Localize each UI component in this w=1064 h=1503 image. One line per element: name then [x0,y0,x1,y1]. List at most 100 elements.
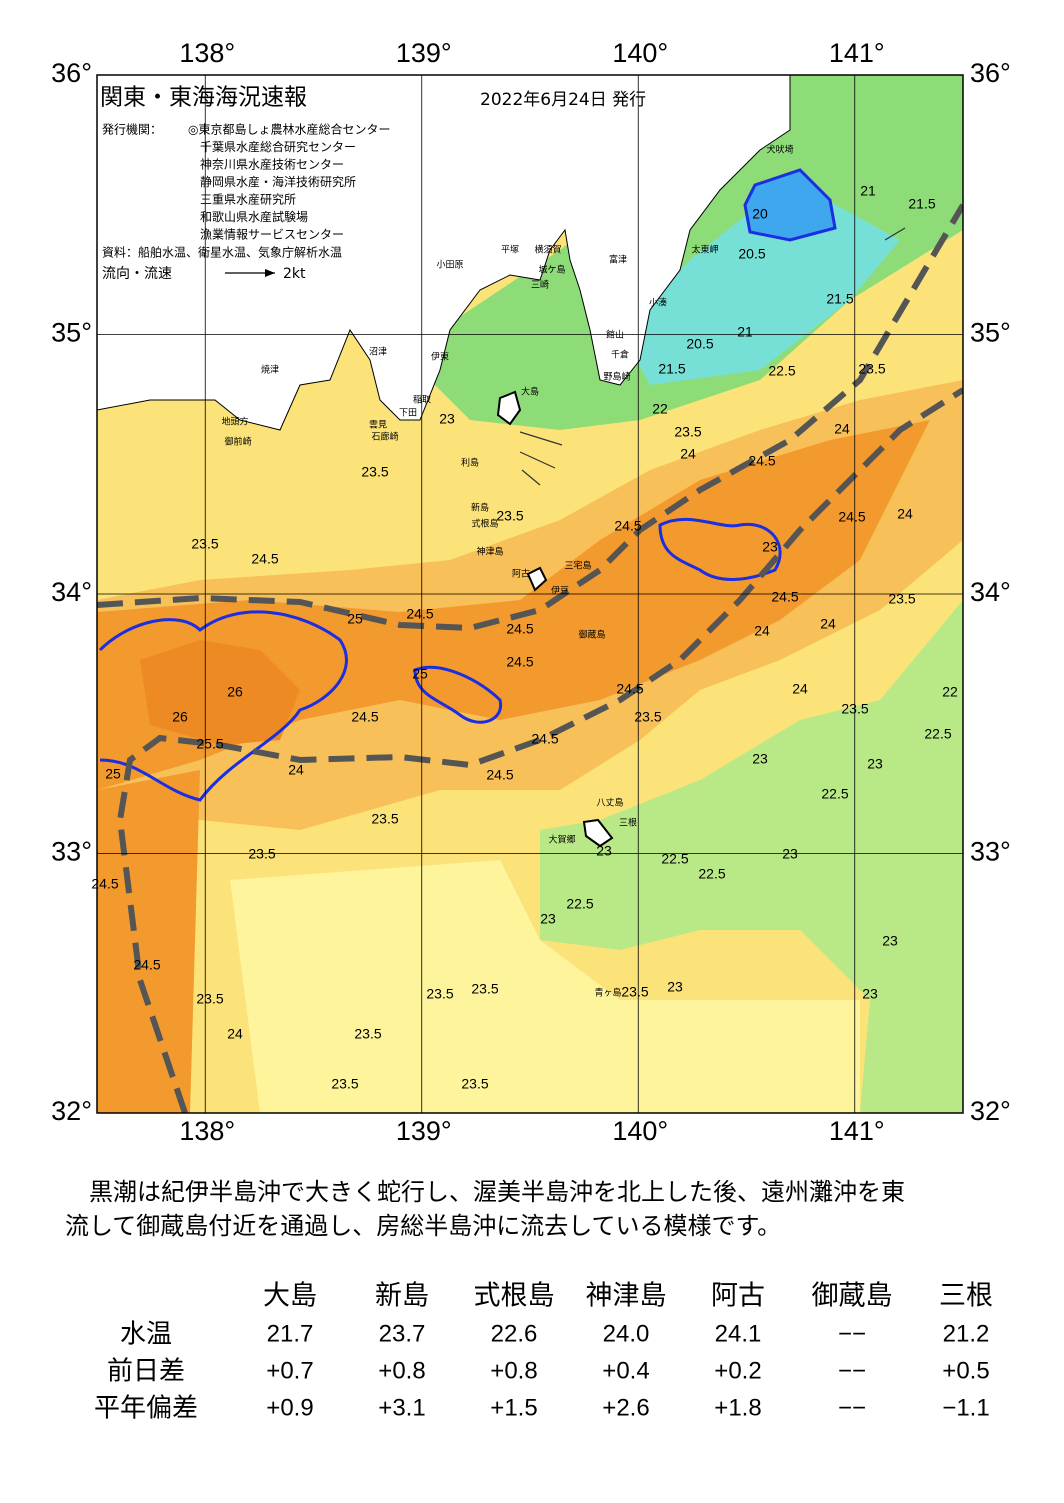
cell: 24.1 [715,1320,762,1347]
lon-label: 141° [829,38,885,68]
contour-label: 23.5 [841,701,868,717]
cell: +3.1 [378,1394,425,1421]
column-header: 阿古 [711,1281,765,1312]
cell: +2.6 [602,1394,649,1421]
contour-label: 23.5 [674,424,701,440]
row-label: 前日差 [107,1357,185,1387]
contour-label: 24.5 [133,957,160,973]
place-name: 千倉 [611,349,629,361]
place-name: 神津島 [476,546,503,558]
contour-label: 22.5 [566,896,593,912]
place-name: 新島 [471,502,489,514]
place-name: 式根島 [471,518,498,530]
place-name: 伊豆 [551,585,569,597]
contour-label: 21 [860,183,876,199]
contour-label: 20.5 [686,336,713,352]
cell: 21.2 [943,1320,990,1347]
contour-label: 21.5 [658,361,685,377]
column-header: 神津島 [586,1281,667,1312]
lat-label: 34° [51,577,92,607]
map-frame [96,74,964,1114]
lon-label: 139° [396,1116,452,1146]
place-name: 小湊 [649,297,667,309]
cell: +0.9 [266,1394,313,1421]
map-title: 関東・東海海況速報 [100,85,307,111]
contour-label: 22 [652,401,668,417]
contour-label: 23 [862,986,878,1002]
zone-23 [230,860,860,1113]
column-header: 御蔵島 [812,1281,893,1312]
cell: −− [838,1320,866,1347]
place-name: 三崎 [531,279,549,291]
issuer: 神奈川県水産技術センター [200,157,344,172]
contour-label: 25.5 [196,736,223,752]
place-name: 富津 [609,254,627,266]
lat-label: 34° [970,577,1011,607]
issuer: 静岡県水産・海洋技術研究所 [200,174,356,189]
place-name: 下田 [399,408,417,419]
contour-label: 23.5 [331,1076,358,1092]
contour-label: 24.5 [406,606,433,622]
place-name: 利島 [461,457,479,469]
cell: 24.0 [603,1320,650,1347]
contour-label: 23.5 [361,464,388,480]
cell: +0.5 [942,1357,989,1384]
contour-label: 20.5 [738,246,765,262]
cell: −1.1 [942,1394,989,1421]
cell: −− [838,1357,866,1384]
column-header: 三根 [939,1281,993,1312]
source: 資料：船舶水温、衛星水温、気象庁解析水温 [102,245,342,260]
column-header: 大島 [263,1281,317,1312]
place-name: 雲見 [369,420,387,431]
contour-label: 23.5 [248,846,275,862]
place-name: 横須賀 [534,244,561,256]
place-name: 御前崎 [224,436,251,448]
lat-label: 32° [51,1096,92,1126]
contour-label: 23.5 [858,361,885,377]
lon-label: 138° [179,38,235,68]
place-name: 小田原 [436,260,463,271]
place-name: 大賀郷 [548,834,575,846]
place-name: 地頭方 [221,416,248,428]
contour-label: 23 [752,751,768,767]
zone-22-5 [540,600,963,1113]
cell: 23.7 [379,1320,426,1347]
place-name: 館山 [606,329,624,341]
contour-label: 23 [667,979,683,995]
contour-label: 24 [820,616,836,632]
contour-label: 24 [227,1026,243,1042]
issuer: 漁業情報サービスセンター [200,228,344,242]
current-arrows [519,227,906,486]
contour-25 [658,517,782,581]
island [496,390,522,426]
contour-label: 22.5 [661,851,688,867]
lat-label: 33° [970,837,1011,867]
contour-label: 24.5 [91,876,118,892]
issuer: ◎東京都島しょ農林水産総合センター [188,122,390,137]
contour-label: 23.5 [634,709,661,725]
contour-label: 22.5 [698,866,725,882]
contour-label: 23 [762,539,778,555]
place-name: 三根 [619,817,637,829]
issuer: 和歌山県水産試験場 [200,209,308,224]
contour-label: 22.5 [924,726,951,742]
cell: +1.5 [490,1394,537,1421]
lat-label: 36° [970,58,1011,88]
lon-label: 138° [179,1116,235,1146]
kuroshio-path [116,387,963,1113]
place-name: 平塚 [501,245,519,256]
lat-label: 36° [51,58,92,88]
cell: −− [838,1394,866,1421]
zone-21 [620,180,900,385]
legend-arrow-head [265,269,275,277]
lat-label: 35° [970,318,1011,348]
contour-label: 23.5 [191,536,218,552]
contour-label: 24 [288,762,304,778]
contour-label: 24.5 [486,767,513,783]
contour-label: 25 [105,766,121,782]
lat-label: 35° [51,318,92,348]
lat-label: 33° [51,837,92,867]
contour-label: 23 [439,411,455,427]
place-name: 八丈島 [596,797,623,809]
